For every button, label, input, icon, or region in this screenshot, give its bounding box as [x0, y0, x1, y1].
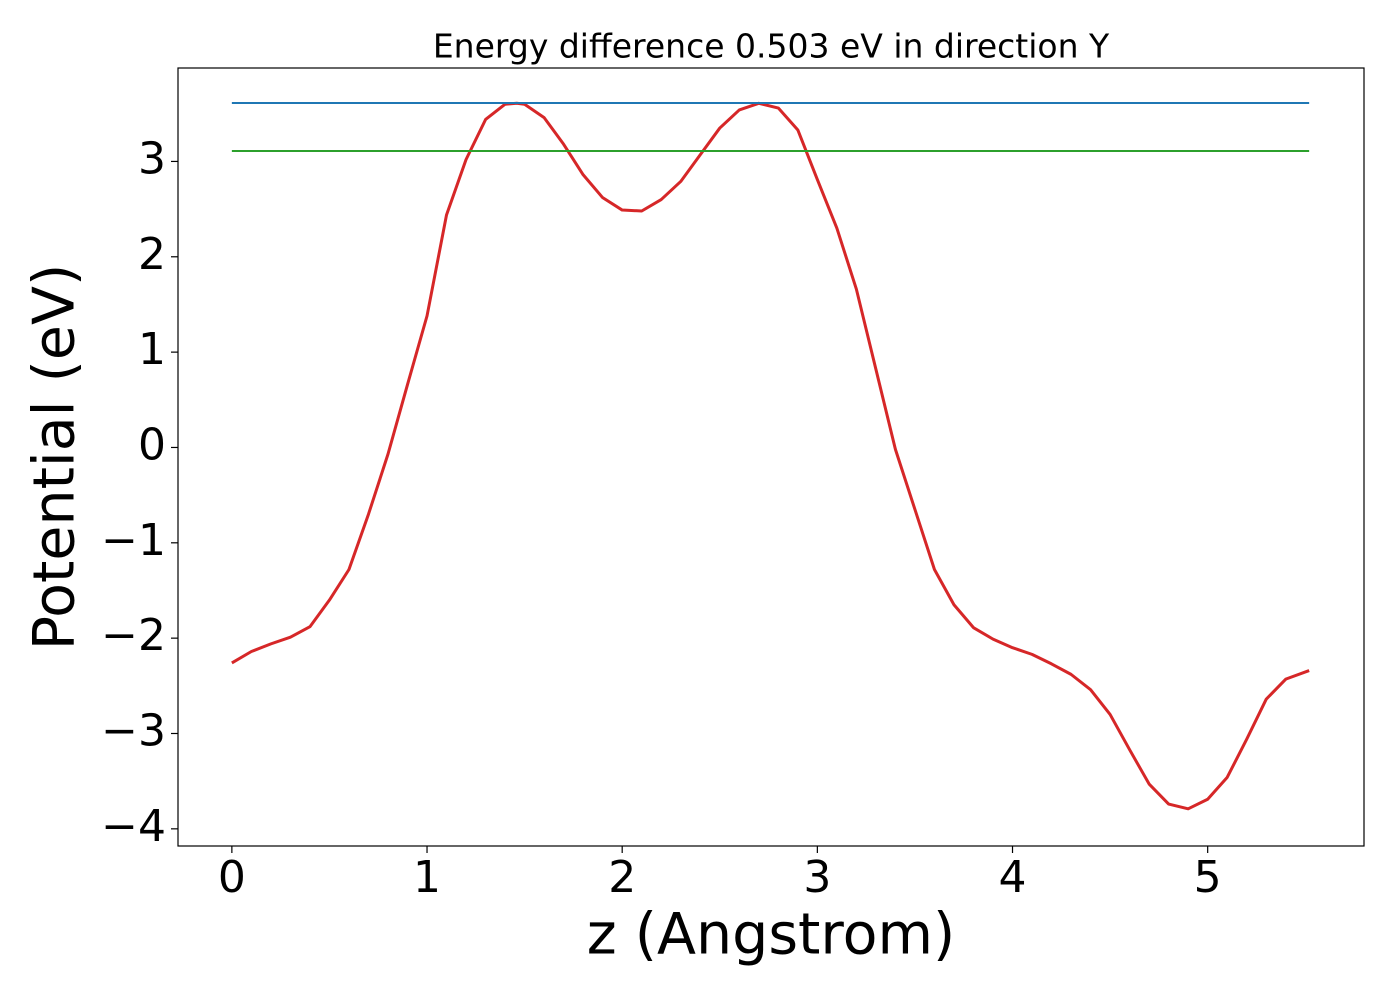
x-tick-label: 0 — [218, 852, 246, 903]
x-tick-label: 1 — [413, 852, 441, 903]
chart-title: Energy difference 0.503 eV in direction … — [433, 27, 1110, 66]
plot-frame — [177, 67, 1365, 847]
y-tick-label: 1 — [138, 324, 166, 375]
y-tick-label: −3 — [101, 705, 166, 756]
y-tick-label: −1 — [101, 515, 166, 566]
y-tick-label: −4 — [101, 801, 166, 852]
x-tick-label: 2 — [608, 852, 636, 903]
y-tick-label: 2 — [138, 229, 166, 280]
line-series — [231, 101, 1310, 811]
y-axis-label: Potential (eV) — [22, 264, 88, 650]
x-axis-label: z (Angstrom) — [587, 902, 955, 968]
y-tick-label: −2 — [101, 610, 166, 661]
y-tick-label: 3 — [138, 133, 166, 184]
x-tick-label: 5 — [1194, 852, 1222, 903]
y-tick-label: 0 — [138, 419, 166, 470]
x-tick-label: 3 — [803, 852, 831, 903]
x-tick-label: 4 — [999, 852, 1027, 903]
